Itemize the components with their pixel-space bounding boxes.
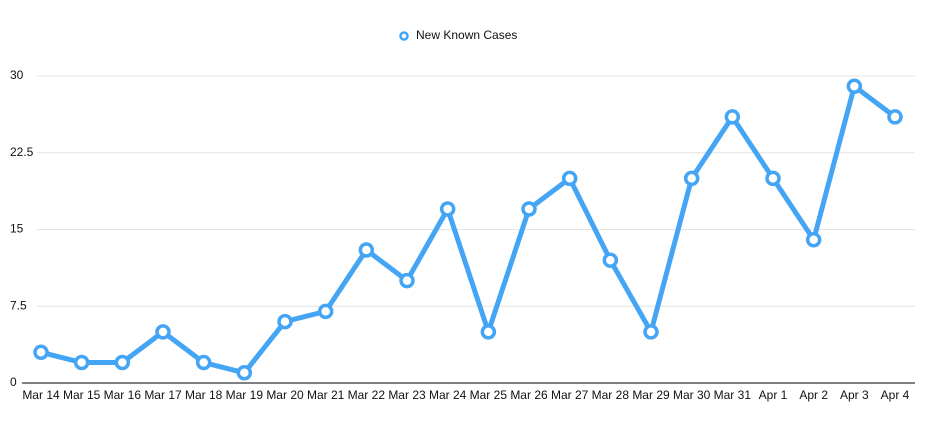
x-tick-label: Mar 17: [144, 388, 182, 402]
x-tick-label: Mar 21: [307, 388, 345, 402]
x-tick-label: Mar 24: [429, 388, 467, 402]
data-point: [33, 344, 49, 361]
data-point: [724, 109, 741, 125]
data-point: [277, 313, 293, 330]
data-point: [317, 303, 334, 320]
y-tick-label: 0: [10, 375, 17, 389]
x-tick-label: Apr 3: [840, 388, 869, 402]
data-point: [399, 272, 415, 289]
data-point: [480, 324, 497, 340]
x-tick-label: Mar 14: [22, 388, 60, 402]
data-point: [236, 365, 253, 381]
x-tick-label: Mar 28: [592, 388, 630, 402]
data-point: [643, 324, 659, 340]
x-tick-label: Mar 31: [714, 388, 752, 402]
x-tick-label: Mar 20: [266, 388, 304, 402]
x-tick-label: Apr 2: [799, 388, 828, 402]
data-point: [887, 109, 903, 125]
data-point: [521, 201, 537, 217]
x-tick-label: Mar 25: [470, 388, 508, 402]
data-point: [73, 354, 90, 371]
data-point: [439, 201, 456, 217]
data-point: [114, 354, 131, 371]
y-tick-label: 22.5: [10, 145, 34, 159]
x-tick-label: Mar 22: [348, 388, 386, 402]
x-tick-label: Mar 19: [226, 388, 264, 402]
series-line: [40, 83, 897, 376]
x-tick-label: Apr 1: [759, 388, 788, 402]
legend-marker: [399, 31, 409, 41]
x-tick-label: Apr 4: [881, 388, 910, 402]
legend-label: New Known Cases: [416, 28, 517, 42]
data-point: [602, 252, 619, 268]
y-tick-label: 30: [10, 68, 24, 82]
data-point: [846, 78, 863, 94]
data-point: [561, 170, 578, 187]
x-tick-label: Mar 29: [632, 388, 670, 402]
x-tick-label: Mar 15: [63, 388, 101, 402]
data-point: [155, 324, 171, 340]
data-point: [683, 170, 700, 187]
data-point: [765, 170, 781, 187]
x-tick-label: Mar 27: [551, 388, 589, 402]
data-point: [805, 231, 822, 248]
data-point: [195, 354, 212, 371]
x-tick-label: Mar 16: [104, 388, 142, 402]
data-point: [358, 242, 375, 258]
x-tick-label: Mar 23: [388, 388, 426, 402]
x-tick-label: Mar 30: [673, 388, 711, 402]
x-tick-label: Mar 26: [510, 388, 548, 402]
y-tick-label: 7.5: [10, 298, 27, 312]
x-tick-label: Mar 18: [185, 388, 223, 402]
y-tick-label: 15: [10, 222, 24, 236]
